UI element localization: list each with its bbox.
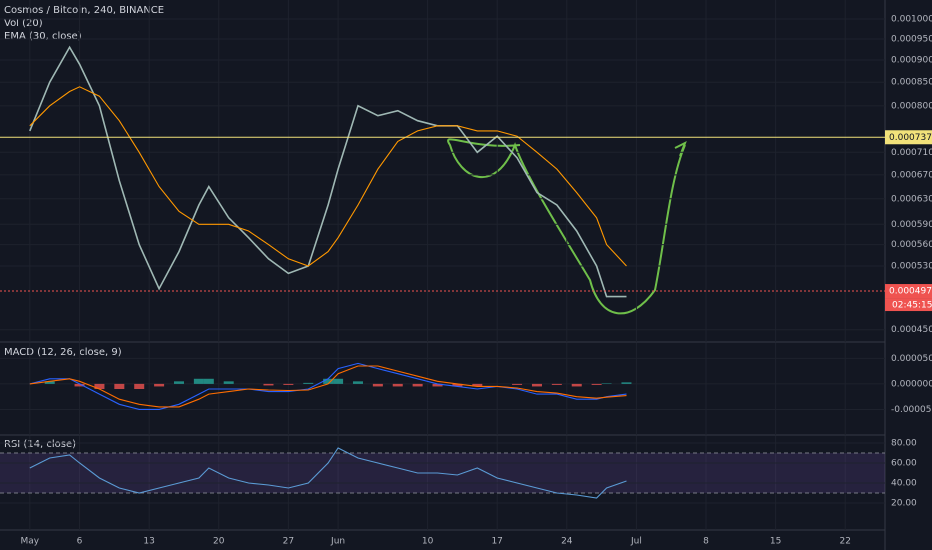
histogram-bar (193, 378, 204, 384)
histogram-bar (472, 383, 483, 387)
x-tick-label: Jul (630, 537, 642, 547)
indicator-label: RSI (14, close) (4, 439, 76, 450)
series-line (29, 86, 627, 267)
price-label-bg (885, 130, 932, 145)
histogram-bar (74, 383, 85, 387)
histogram-bar (173, 381, 184, 384)
y-tick-label: 60.00 (891, 459, 917, 469)
series-line (29, 45, 627, 298)
histogram-bar (263, 383, 274, 386)
histogram-bar (372, 383, 383, 387)
x-tick-label: 22 (839, 537, 850, 547)
histogram-bar (223, 381, 234, 384)
x-tick-label: 13 (143, 537, 154, 547)
histogram-bar (333, 378, 344, 384)
histogram-bar (203, 378, 214, 384)
price-label: 0.0007379 (889, 133, 932, 143)
y-tick-label: 80.00 (891, 439, 917, 449)
x-tick-label: Jun (330, 537, 345, 547)
x-tick-label: 20 (213, 537, 225, 547)
histogram-bar (94, 383, 105, 389)
y-tick-label: 20.00 (891, 499, 917, 509)
histogram-bar (283, 383, 294, 385)
countdown-bg (885, 298, 932, 312)
indicator-label: MACD (12, 26, close, 9) (4, 347, 122, 358)
histogram-bar (352, 381, 363, 384)
x-tick-label: 6 (77, 537, 83, 547)
histogram-bar (114, 383, 125, 389)
histogram-bar (531, 383, 542, 387)
histogram-bar (412, 383, 423, 387)
series-line (29, 362, 627, 410)
x-tick-label: 27 (283, 537, 294, 547)
indicator-label: EMA (30, close) (4, 31, 82, 42)
histogram-bar (392, 383, 403, 387)
y-tick-label: 0.0004500 (891, 325, 932, 335)
histogram-bar (303, 382, 314, 384)
series-line (29, 447, 627, 499)
histogram-bar (134, 383, 145, 389)
y-tick-label: 0.0000000 (891, 379, 932, 389)
x-tick-label: 24 (561, 537, 573, 547)
countdown: 02:45:15 (892, 301, 932, 311)
hand-drawn-annotation (447, 138, 687, 315)
histogram-bar (621, 382, 632, 384)
histogram-bar (323, 378, 334, 384)
histogram-bar (432, 383, 443, 387)
indicator-label: Vol (20) (4, 18, 43, 29)
histogram-bar (452, 383, 463, 387)
histogram-bar (512, 383, 523, 385)
histogram-bar (551, 383, 562, 385)
x-tick-label: 8 (703, 537, 709, 547)
price-label-bg (885, 284, 932, 299)
x-tick-label: May (21, 537, 40, 547)
histogram-bar (571, 383, 582, 387)
histogram-bar (154, 383, 165, 387)
series-line (29, 365, 627, 408)
chart-title: Cosmos / Bitcoin, 240, BINANCE (4, 5, 164, 16)
x-tick-label: 15 (770, 537, 781, 547)
x-tick-label: 17 (491, 537, 502, 547)
histogram-bar (601, 383, 612, 384)
y-tick-label: 40.00 (891, 479, 917, 489)
histogram-bar (44, 381, 55, 384)
x-tick-label: 10 (422, 537, 434, 547)
histogram-bar (591, 383, 602, 385)
